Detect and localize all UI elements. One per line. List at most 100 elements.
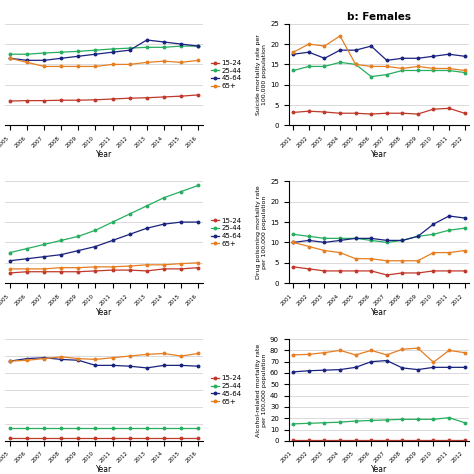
- 15-24: [400, 438, 405, 443]
- 25-44: [306, 64, 312, 69]
- 15-24: [415, 270, 421, 276]
- 45-64: [446, 213, 452, 219]
- 45-64: [400, 55, 405, 61]
- 25-44: [92, 425, 98, 431]
- 45-64: [161, 221, 167, 227]
- 25-44: [24, 246, 30, 251]
- 25-44: [415, 417, 421, 422]
- 65+: [110, 264, 116, 270]
- 15-24: [110, 267, 116, 273]
- 65+: [291, 352, 296, 358]
- 45-64: [144, 225, 150, 231]
- 15-24: [368, 268, 374, 274]
- Line: 25-44: 25-44: [9, 45, 200, 55]
- Line: 45-64: 45-64: [292, 359, 466, 373]
- 15-24: [337, 268, 343, 274]
- 45-64: [195, 219, 201, 225]
- 15-24: [462, 438, 467, 443]
- 25-44: [110, 46, 116, 52]
- X-axis label: Year: Year: [371, 308, 387, 317]
- 15-24: [41, 98, 47, 103]
- 25-44: [144, 45, 150, 50]
- 65+: [446, 347, 452, 353]
- 65+: [92, 356, 98, 362]
- 45-64: [195, 43, 201, 49]
- 15-24: [144, 95, 150, 100]
- 45-64: [92, 244, 98, 249]
- 65+: [58, 354, 64, 360]
- 25-44: [291, 421, 296, 427]
- 25-44: [92, 47, 98, 53]
- 65+: [462, 350, 467, 356]
- 65+: [430, 65, 436, 71]
- 45-64: [195, 364, 201, 369]
- 15-24: [430, 106, 436, 112]
- 25-44: [75, 48, 81, 54]
- 15-24: [306, 438, 312, 443]
- 65+: [161, 351, 167, 356]
- 45-64: [58, 356, 64, 362]
- 25-44: [41, 50, 47, 56]
- 65+: [58, 265, 64, 271]
- 25-44: [7, 250, 13, 255]
- 15-24: [322, 438, 328, 443]
- 15-24: [178, 93, 184, 99]
- 65+: [353, 62, 358, 67]
- 45-64: [353, 236, 358, 241]
- 15-24: [368, 438, 374, 443]
- 25-44: [415, 234, 421, 239]
- Line: 15-24: 15-24: [292, 107, 466, 115]
- 25-44: [322, 236, 328, 241]
- 65+: [127, 62, 133, 67]
- 65+: [75, 265, 81, 271]
- 25-44: [144, 425, 150, 431]
- 65+: [291, 239, 296, 245]
- 65+: [7, 266, 13, 272]
- 45-64: [7, 258, 13, 264]
- 45-64: [127, 364, 133, 369]
- 25-44: [430, 417, 436, 422]
- 65+: [178, 261, 184, 266]
- Legend: 15-24, 25-44, 45-64, 65+: 15-24, 25-44, 45-64, 65+: [211, 60, 241, 89]
- 15-24: [446, 438, 452, 443]
- 65+: [41, 266, 47, 272]
- 15-24: [322, 109, 328, 115]
- 65+: [337, 33, 343, 39]
- 65+: [41, 64, 47, 69]
- 25-44: [58, 237, 64, 243]
- 25-44: [161, 195, 167, 201]
- Line: 45-64: 45-64: [292, 45, 466, 62]
- 65+: [144, 352, 150, 357]
- 45-64: [41, 254, 47, 260]
- 15-24: [384, 438, 390, 443]
- 45-64: [110, 237, 116, 243]
- 25-44: [368, 237, 374, 243]
- 45-64: [7, 55, 13, 61]
- Line: 25-44: 25-44: [9, 184, 200, 254]
- 45-64: [400, 237, 405, 243]
- 25-44: [110, 219, 116, 225]
- 65+: [446, 65, 452, 71]
- Line: 65+: 65+: [9, 57, 200, 68]
- 25-44: [195, 425, 201, 431]
- X-axis label: Year: Year: [371, 465, 387, 474]
- 45-64: [368, 359, 374, 365]
- 25-44: [337, 419, 343, 425]
- 65+: [178, 353, 184, 359]
- 45-64: [58, 55, 64, 61]
- Line: 45-64: 45-64: [9, 39, 200, 62]
- 65+: [400, 258, 405, 264]
- 45-64: [7, 358, 13, 364]
- 25-44: [368, 418, 374, 423]
- 15-24: [353, 110, 358, 116]
- 25-44: [178, 43, 184, 49]
- 15-24: [75, 269, 81, 274]
- 25-44: [384, 417, 390, 423]
- 25-44: [7, 51, 13, 57]
- 15-24: [58, 97, 64, 103]
- 15-24: [368, 111, 374, 117]
- 15-24: [430, 268, 436, 274]
- 45-64: [58, 252, 64, 257]
- 25-44: [127, 425, 133, 431]
- 65+: [24, 60, 30, 65]
